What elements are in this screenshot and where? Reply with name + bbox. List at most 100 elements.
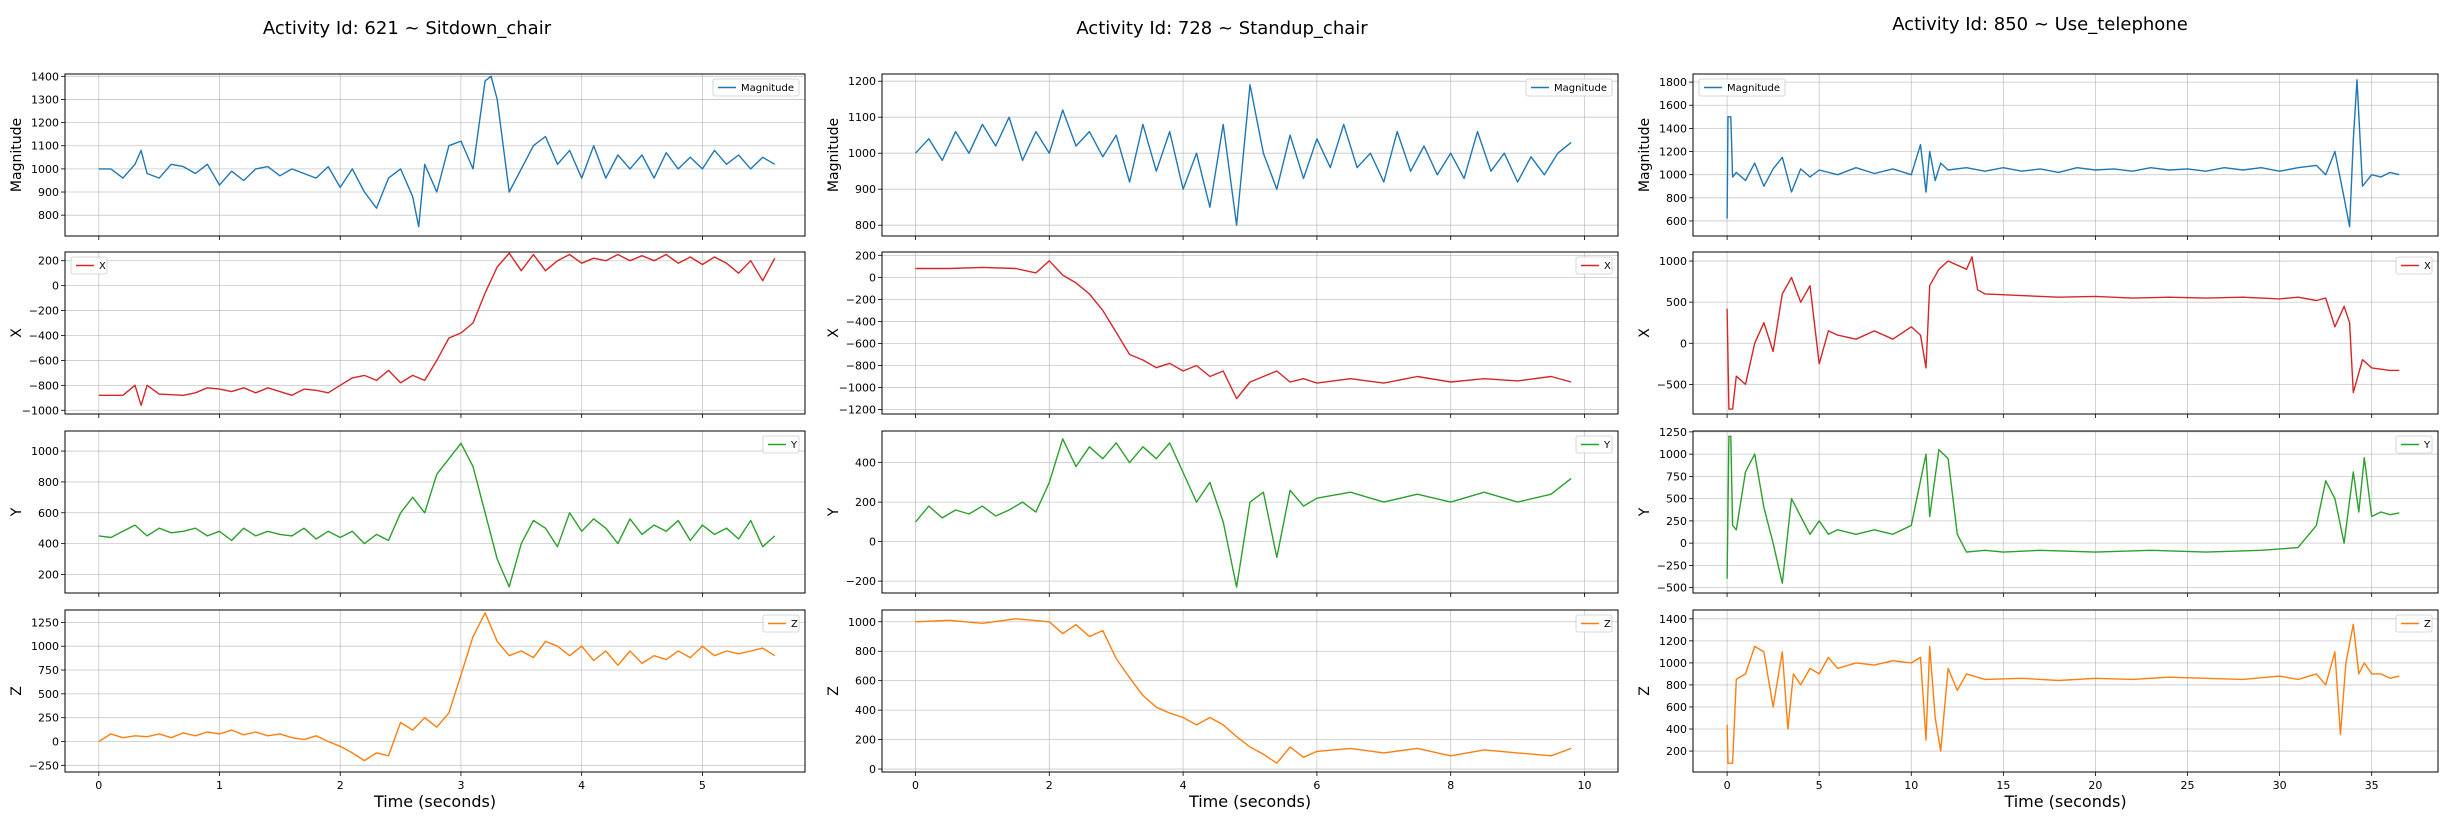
x-tick-label: 20 [2088,779,2102,792]
y-tick-label: −800 [846,360,876,373]
y-tick-label: 0 [1680,337,1687,350]
legend: X [1575,256,1613,275]
y-tick-label: 600 [38,507,59,520]
y-tick-label: 1200 [1659,146,1687,159]
y-tick-label: 1000 [1659,169,1687,182]
y-axis-label: Y [9,507,25,517]
legend-label: Y [790,440,798,451]
y-tick-label: 400 [855,457,876,470]
x-tick-label: 2 [337,779,344,792]
chart-1: Activity Id: 621 ~ Sitdown_chair Time (se… [9,18,806,811]
y-tick-label: −400 [846,315,876,328]
subplot-x: −1200 −1000 −800 −600 −400 −200 0 200 X X [826,249,1619,418]
y-tick-label: 1200 [31,117,59,130]
legend: X [70,256,108,275]
y-tick-label: 1100 [848,111,876,124]
y-tick-label: 1000 [31,163,59,176]
x-tick-label: 10 [1904,779,1918,792]
y-tick-label: 500 [1666,296,1687,309]
legend-label: Z [1604,619,1611,630]
y-tick-label: 200 [1666,745,1687,758]
x-tick-label: 30 [2273,779,2287,792]
y-tick-label: −1000 [22,404,59,417]
y-tick-label: −600 [846,337,876,350]
y-axis-label: Z [826,686,842,696]
x-tick-label: 0 [1724,779,1731,792]
axes-frame [64,430,806,594]
y-tick-label: −200 [846,293,876,306]
y-tick-label: 400 [38,538,59,551]
axes-frame [881,430,1619,594]
series-line-magnitude [914,84,1572,226]
y-axis-label: Z [1637,686,1653,696]
subplot-x: −500 0 500 1000 X X [1637,251,2439,418]
y-axis-label: X [1637,328,1653,338]
axes-frame [64,609,806,773]
y-tick-label: 0 [1680,537,1687,550]
legend-label: Magnitude [1727,83,1780,94]
x-tick-label: 8 [1447,779,1454,792]
chart-title: Activity Id: 850 ~ Use_telephone [1892,14,2188,35]
legend-label: X [99,261,106,272]
axes-frame [1692,609,2439,773]
legend: Magnitude [1698,78,1786,97]
y-tick-label: −1000 [839,382,876,395]
legend: Z [1575,614,1613,633]
legend: Y [762,435,800,454]
legend: X [2395,256,2433,275]
y-tick-label: 1250 [1659,426,1687,439]
legend-label: Y [1603,440,1611,451]
y-axis-label: Z [9,686,25,696]
y-tick-label: 1200 [848,75,876,88]
y-tick-label: 1600 [1659,99,1687,112]
subplot-magnitude: 800 900 1000 1100 1200 1300 1400 Magnitude Magni… [9,70,806,240]
series-line-x [1726,256,2400,410]
y-tick-label: −800 [29,379,59,392]
subplot-z: 200 400 600 800 1000 1200 1400 0 5 10 15 20 25 30 35 Z Z [1637,609,2439,792]
legend: Z [762,614,800,633]
x-axis-label: Time (seconds) [2003,792,2126,811]
legend: Y [2395,435,2433,454]
axes-frame [1692,430,2439,594]
y-tick-label: 1000 [848,616,876,629]
y-tick-label: 1100 [31,140,59,153]
x-tick-label: 0 [95,779,102,792]
series-line-magnitude [98,75,776,228]
legend-box [1698,78,1786,97]
y-axis-label: Y [1637,507,1653,517]
y-axis-label: Y [826,507,842,517]
y-tick-label: 200 [38,255,59,268]
y-tick-label: 800 [1666,192,1687,205]
y-tick-label: −500 [1657,582,1687,595]
y-tick-label: 200 [855,496,876,509]
chart-title: Activity Id: 621 ~ Sitdown_chair [263,18,552,39]
x-tick-label: 10 [1578,779,1592,792]
axes-frame [881,73,1619,237]
chart-3: Activity Id: 850 ~ Use_telephone Time (se… [1637,14,2439,811]
legend: Magnitude [712,78,800,97]
legend-box [712,78,800,97]
x-axis-label: Time (seconds) [373,792,496,811]
y-tick-label: 1300 [31,93,59,106]
subplot-y: 200 400 600 800 1000 Y Y [9,430,806,597]
legend-box [1525,78,1613,97]
y-tick-label: −250 [29,759,59,772]
y-tick-label: 200 [855,249,876,262]
legend: Z [2395,614,2433,633]
subplot-y: −500 −250 0 250 500 750 1000 1250 Y Y [1637,426,2439,597]
axes-frame [881,251,1619,415]
y-axis-label: X [9,328,25,338]
y-tick-label: 0 [869,763,876,776]
subplot-z: −250 0 250 500 750 1000 1250 0 1 2 3 4 5 Z Z [9,609,806,792]
x-tick-label: 4 [578,779,585,792]
y-tick-label: 800 [38,209,59,222]
y-tick-label: −250 [1657,559,1687,572]
y-axis-label: Magnitude [826,118,842,192]
subplot-y: −200 0 200 400 Y Y [826,430,1619,597]
subplot-z: 0 200 400 600 800 1000 0 2 4 6 8 10 Z Z [826,609,1619,792]
y-tick-label: 800 [1666,679,1687,692]
x-tick-label: 3 [457,779,464,792]
y-tick-label: 1000 [848,147,876,160]
y-axis-label: X [826,328,842,338]
